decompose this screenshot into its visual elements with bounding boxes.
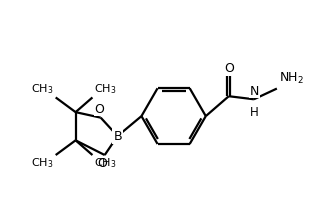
Text: H: H (250, 106, 259, 119)
Text: O: O (224, 62, 234, 75)
Text: B: B (113, 130, 122, 143)
Text: CH$_3$: CH$_3$ (94, 157, 117, 170)
Text: CH$_3$: CH$_3$ (31, 82, 54, 96)
Text: N: N (250, 85, 259, 98)
Text: NH$_2$: NH$_2$ (279, 71, 304, 86)
Text: CH$_3$: CH$_3$ (94, 82, 117, 96)
Text: O: O (94, 103, 104, 116)
Text: CH$_3$: CH$_3$ (31, 157, 54, 170)
Text: O: O (97, 158, 107, 170)
